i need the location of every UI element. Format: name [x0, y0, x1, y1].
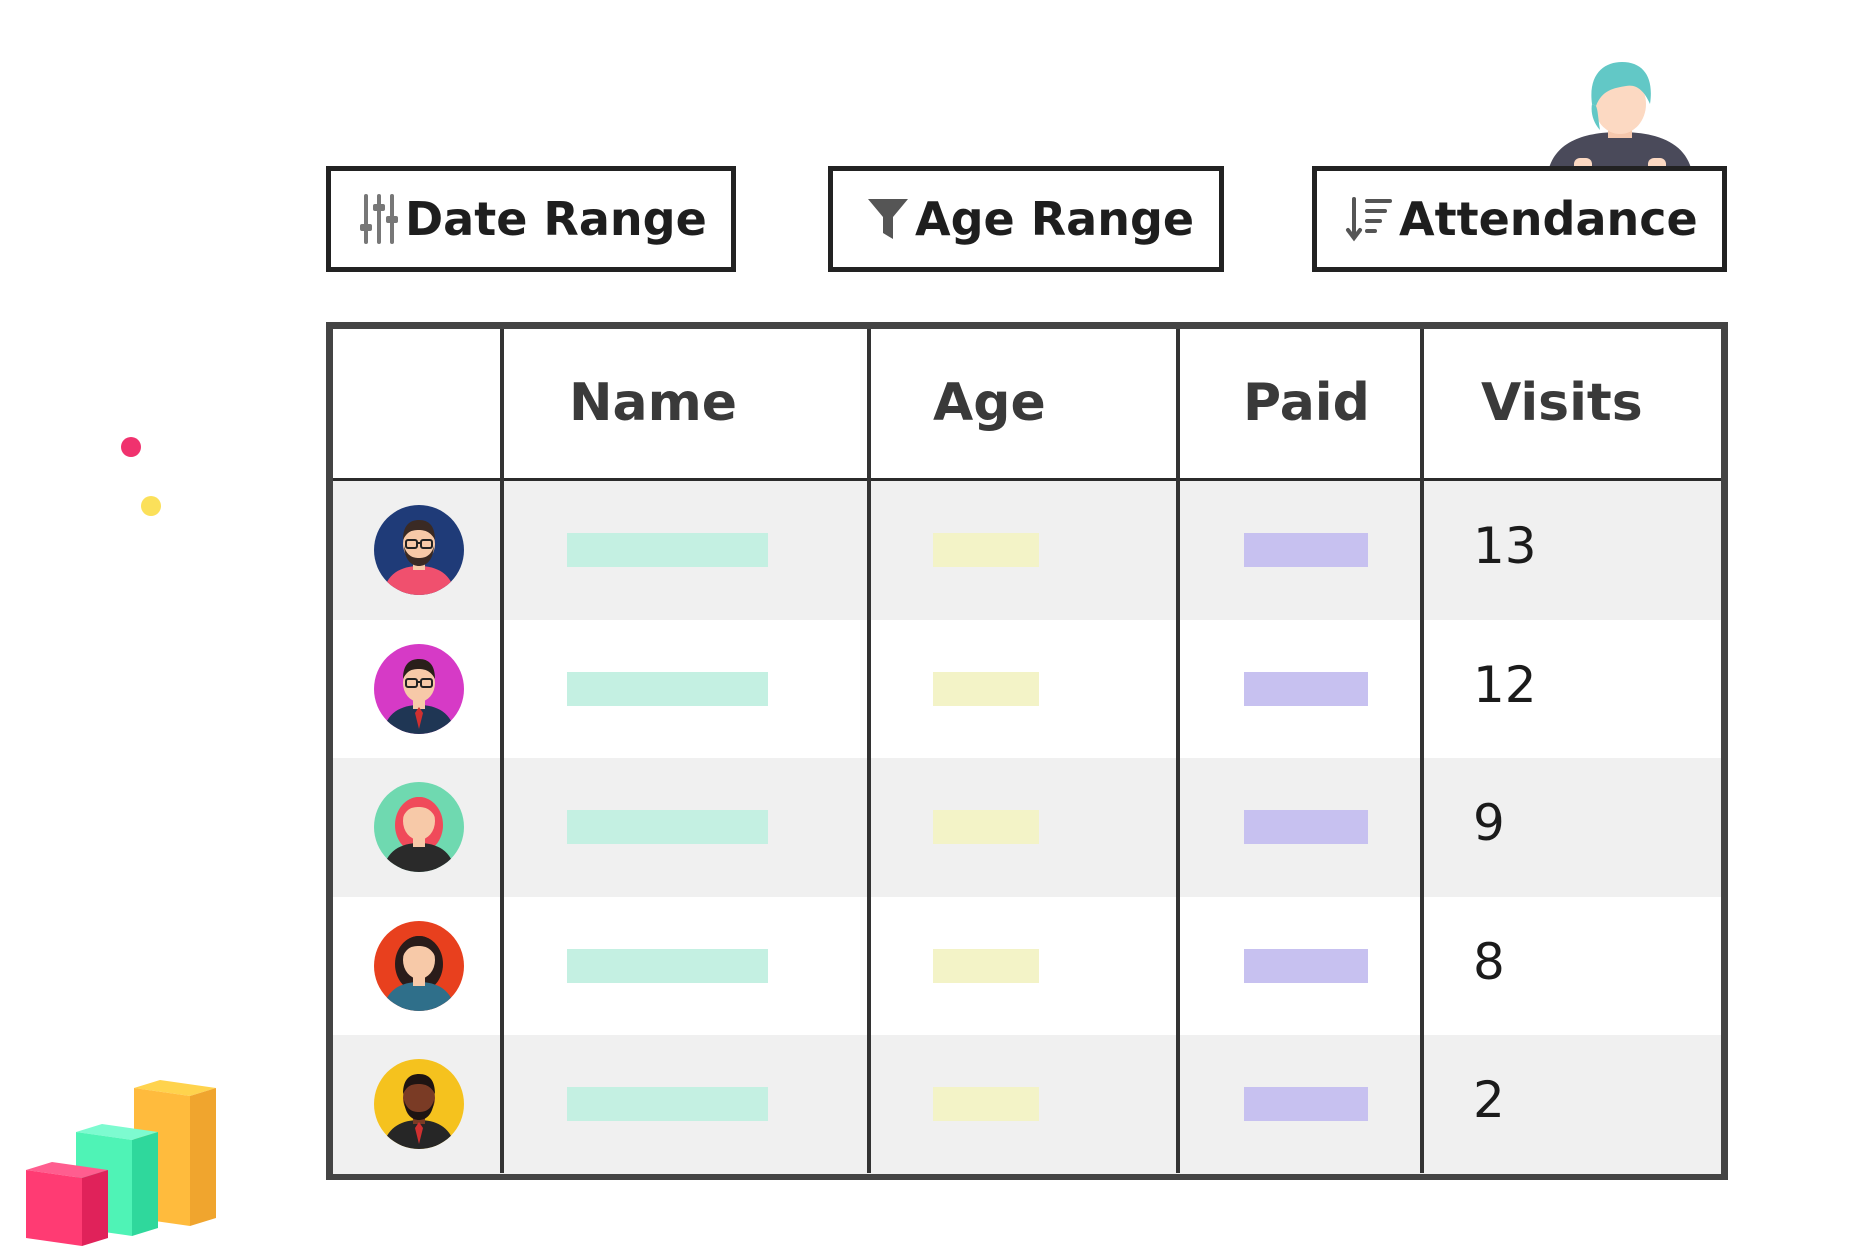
visits-column-header[interactable]: Visits — [1481, 373, 1643, 433]
pink-dot-icon — [121, 437, 141, 457]
paid-placeholder-bar — [1244, 810, 1368, 845]
table-row[interactable]: 12 — [333, 619, 1721, 758]
name-placeholder-bar — [567, 948, 768, 983]
column-divider — [500, 329, 504, 1173]
man-glasses-beard-avatar-icon — [373, 504, 465, 596]
yellow-dot-icon — [141, 496, 161, 516]
paid-placeholder-bar — [1244, 671, 1368, 706]
visits-value: 8 — [1473, 932, 1505, 991]
date-range-label: Date Range — [405, 192, 707, 246]
age-placeholder-bar — [933, 533, 1039, 568]
date-range-button[interactable]: Date Range — [326, 166, 736, 272]
bar-chart-illustration-icon — [26, 1080, 216, 1246]
visits-value: 12 — [1473, 655, 1537, 714]
attendance-label: Attendance — [1399, 192, 1698, 246]
age-range-label: Age Range — [915, 192, 1195, 246]
woman-red-hair-avatar-icon — [373, 781, 465, 873]
woman-dark-hair-avatar-icon — [373, 920, 465, 1012]
name-placeholder-bar — [567, 1087, 768, 1122]
table-header-row: Name Age Paid Visits — [333, 329, 1721, 481]
age-placeholder-bar — [933, 948, 1039, 983]
visits-value: 13 — [1473, 517, 1537, 575]
paid-placeholder-bar — [1244, 533, 1368, 568]
age-column-header[interactable]: Age — [933, 373, 1046, 433]
paid-placeholder-bar — [1244, 1087, 1368, 1122]
visits-value: 2 — [1473, 1071, 1505, 1129]
sliders-icon — [359, 192, 399, 246]
age-placeholder-bar — [933, 671, 1039, 706]
table-row[interactable]: 13 — [333, 481, 1721, 620]
age-placeholder-bar — [933, 1087, 1039, 1122]
age-placeholder-bar — [933, 810, 1039, 845]
paid-column-header[interactable]: Paid — [1243, 373, 1370, 433]
attendance-button[interactable]: Attendance — [1312, 166, 1727, 272]
table-row[interactable]: 8 — [333, 896, 1721, 1035]
table-row[interactable]: 2 — [333, 1035, 1721, 1174]
peeking-person-illustration-icon — [1548, 62, 1692, 172]
name-placeholder-bar — [567, 810, 768, 845]
name-placeholder-bar — [567, 533, 768, 568]
man-beard-tie-avatar-icon — [373, 1058, 465, 1150]
column-divider — [867, 329, 871, 1173]
name-placeholder-bar — [567, 671, 768, 706]
funnel-icon — [867, 197, 909, 241]
name-column-header[interactable]: Name — [569, 373, 738, 433]
visits-value: 9 — [1473, 794, 1505, 852]
column-divider — [1420, 329, 1424, 1173]
attendance-table: Name Age Paid Visits 13 12 9 8 2 — [326, 322, 1728, 1180]
column-divider — [1176, 329, 1180, 1173]
man-glasses-suit-avatar-icon — [373, 643, 465, 735]
table-row[interactable]: 9 — [333, 758, 1721, 897]
sort-descending-icon — [1345, 195, 1393, 243]
age-range-button[interactable]: Age Range — [828, 166, 1224, 272]
paid-placeholder-bar — [1244, 948, 1368, 983]
